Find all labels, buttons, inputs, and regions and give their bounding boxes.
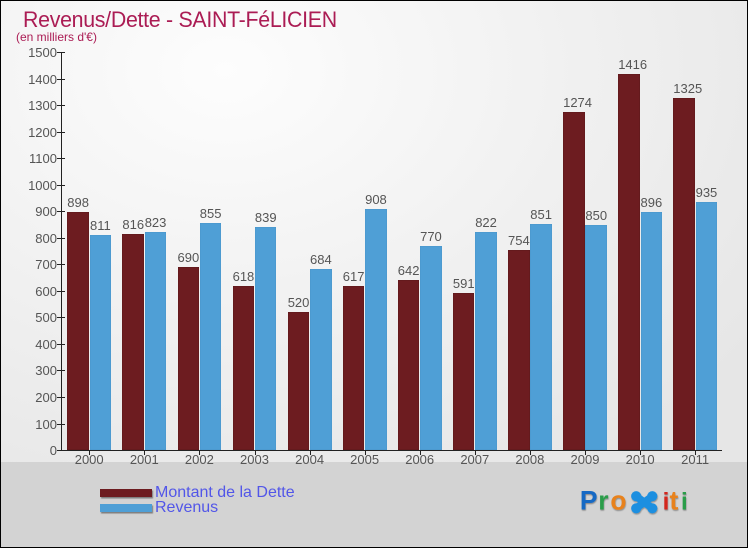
svg-text:t: t	[670, 485, 679, 515]
svg-text:r: r	[598, 485, 608, 515]
svg-text:o: o	[610, 485, 626, 515]
svg-text:i: i	[663, 488, 670, 515]
svg-text:P: P	[581, 485, 597, 515]
svg-text:i: i	[681, 488, 688, 515]
